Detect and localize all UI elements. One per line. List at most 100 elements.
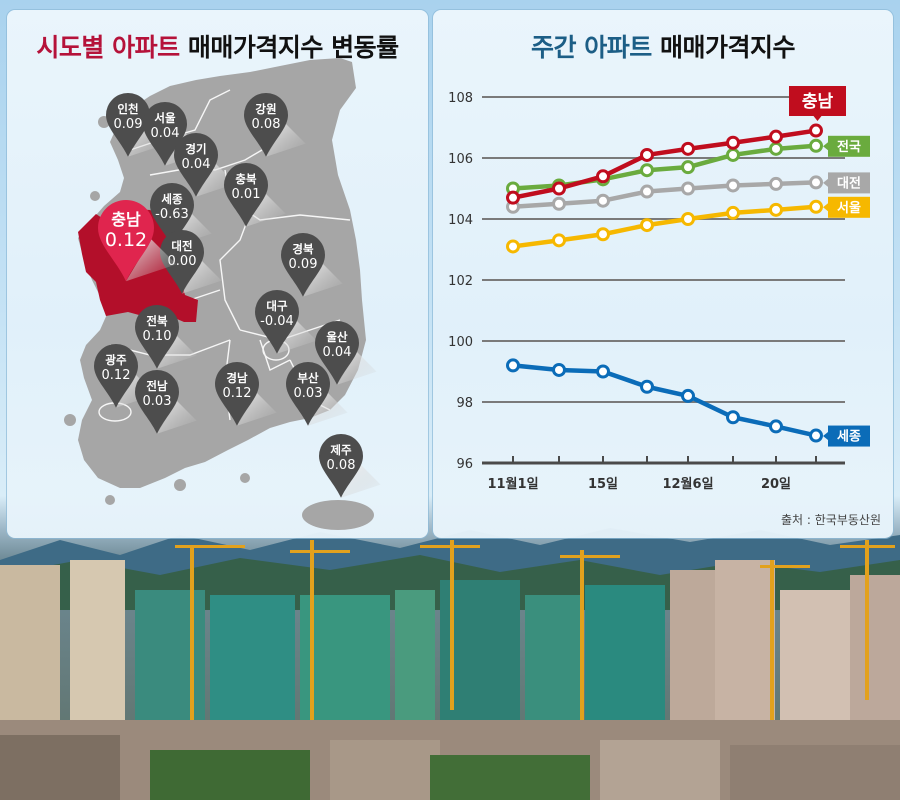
data-point — [640, 218, 654, 233]
data-point — [640, 379, 654, 394]
pin-value-label: 0.01 — [232, 187, 261, 202]
pin-region-label: 광주 — [105, 353, 127, 367]
data-point — [506, 190, 520, 205]
data-point — [769, 419, 783, 434]
data-point — [769, 141, 783, 156]
pin-value-label: 0.08 — [252, 117, 281, 132]
svg-text:대전: 대전 — [837, 176, 861, 192]
pin-전북: 전북0.10 — [135, 305, 197, 369]
svg-text:충남: 충남 — [802, 92, 834, 112]
pin-value-label: 0.12 — [102, 368, 131, 383]
pin-충북: 충북0.01 — [224, 163, 286, 227]
data-point — [726, 410, 740, 425]
legend-label-서울: 서울 — [823, 196, 870, 218]
pin-region-label: 전북 — [146, 314, 168, 328]
data-point — [681, 212, 695, 226]
pin-강원: 강원0.08 — [244, 93, 306, 157]
pin-region-label: 제주 — [330, 443, 352, 457]
data-point — [809, 123, 823, 138]
map-title: 시도별 아파트 매매가격지수 변동률 — [7, 28, 428, 64]
data-point — [809, 175, 823, 190]
data-point — [640, 184, 654, 199]
pin-region-label: 충북 — [235, 172, 257, 186]
data-point — [809, 138, 823, 153]
pin-value-label: 0.03 — [143, 394, 172, 409]
pin-region-label: 서울 — [154, 111, 176, 125]
buildings-illustration — [0, 540, 900, 800]
pin-region-label: 경기 — [185, 142, 206, 156]
pin-value-label: 0.04 — [182, 157, 211, 172]
x-tick-label: 15일 — [588, 477, 618, 492]
y-tick-label: 102 — [448, 274, 473, 289]
chart-series — [506, 123, 823, 443]
pin-value-label: 0.10 — [143, 329, 172, 344]
legend-label-충남: 충남 — [789, 86, 846, 121]
pin-대구: 대구-0.04 — [255, 290, 317, 354]
pin-region-label: 울산 — [326, 330, 348, 344]
chart-title-accent: 주간 아파트 — [531, 33, 652, 62]
data-point — [809, 428, 823, 443]
data-point — [726, 178, 740, 193]
pin-region-label: 대전 — [171, 239, 192, 253]
chart-gridlines — [482, 96, 845, 465]
data-point — [681, 160, 695, 175]
svg-text:서울: 서울 — [837, 200, 861, 216]
pin-충남: 충남0.12 — [98, 200, 177, 282]
data-point — [681, 181, 695, 196]
pin-경기: 경기0.04 — [174, 133, 236, 197]
data-point — [596, 364, 610, 379]
series-세종 — [506, 358, 823, 443]
chart-title-rest: 매매가격지수 — [659, 33, 796, 62]
svg-text:세종: 세종 — [837, 430, 861, 445]
data-point — [506, 239, 520, 254]
data-point — [809, 199, 823, 214]
pin-인천: 인천0.09 — [106, 93, 168, 157]
data-point — [552, 362, 566, 377]
x-tick-label: 12월6일 — [662, 476, 713, 492]
pin-경남: 경남0.12 — [215, 362, 277, 426]
y-tick-label: 108 — [448, 91, 473, 106]
data-point — [769, 176, 783, 191]
data-point — [681, 388, 695, 403]
pin-region-label: 경북 — [292, 242, 314, 256]
jeju-island — [302, 500, 374, 530]
legend-label-세종: 세종 — [823, 425, 870, 447]
data-point — [552, 196, 566, 211]
svg-text:전국: 전국 — [837, 139, 861, 155]
pin-region-label: 대구 — [266, 299, 288, 313]
pin-region-label: 강원 — [255, 102, 276, 116]
pin-경북: 경북0.09 — [281, 233, 343, 297]
data-point — [552, 181, 566, 196]
data-point — [726, 147, 740, 162]
pin-value-label: 0.03 — [294, 386, 323, 401]
data-point — [552, 233, 566, 248]
series-대전 — [506, 175, 823, 214]
y-tick-label: 106 — [448, 152, 473, 167]
pin-region-label: 부산 — [297, 371, 319, 385]
data-point — [769, 202, 783, 217]
series-서울 — [506, 199, 823, 254]
map-title-accent: 시도별 아파트 — [36, 33, 180, 62]
pin-region-label: 인천 — [117, 102, 138, 116]
highlight-pin-chungnam: 충남0.12 — [98, 200, 177, 282]
data-point — [596, 169, 610, 184]
pin-value-label: -0.63 — [155, 207, 189, 222]
pin-region-label: 전남 — [146, 379, 168, 393]
pin-value-label: 0.04 — [323, 345, 352, 360]
city-background-photo — [0, 520, 900, 800]
data-point — [640, 163, 654, 178]
series-충남 — [506, 123, 823, 205]
data-point — [726, 135, 740, 150]
x-axis: 11월1일 15일 12월6일 20일 — [487, 456, 817, 492]
data-point — [596, 227, 610, 242]
y-axis-labels: 96 98 100 102 104 106 108 — [448, 91, 473, 472]
y-tick-label: 100 — [448, 335, 473, 350]
pin-value-label: -0.04 — [260, 314, 294, 329]
pin-region-label: 세종 — [161, 192, 183, 206]
pin-전남: 전남0.03 — [135, 370, 197, 434]
legend-label-대전: 대전 — [823, 172, 870, 194]
pin-value-label: 0.04 — [151, 126, 180, 141]
x-tick-label: 11월1일 — [487, 476, 538, 492]
pin-region-label: 경남 — [226, 371, 248, 385]
